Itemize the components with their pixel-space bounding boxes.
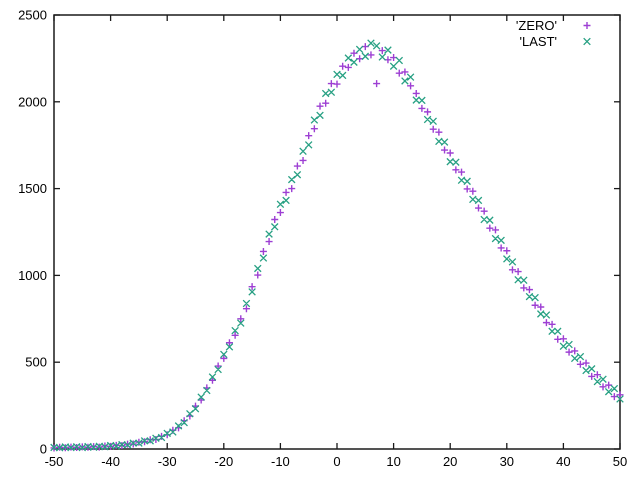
x-tick-label: -40 [101, 454, 120, 469]
y-tick-label: 1500 [18, 181, 47, 196]
x-tick-label: -20 [214, 454, 233, 469]
x-tick-label: -10 [271, 454, 290, 469]
y-tick-label: 1000 [18, 268, 47, 283]
y-tick-label: 500 [25, 355, 47, 370]
x-axis-ticks: -50 -40 -30 -20 -10 0 10 20 30 40 50 [45, 15, 627, 469]
y-tick-label: 2000 [18, 94, 47, 109]
legend: 'ZERO' 'LAST' [516, 18, 591, 49]
legend-label-zero: 'ZERO' [516, 18, 557, 33]
legend-marker-plus-icon [583, 22, 591, 29]
series-markers [50, 39, 624, 452]
legend-marker-cross-icon [583, 37, 591, 46]
x-tick-label: 30 [500, 454, 514, 469]
legend-label-last: 'LAST' [520, 34, 557, 49]
y-tick-label: 0 [40, 442, 47, 457]
x-tick-label: 0 [333, 454, 340, 469]
x-tick-label: 20 [443, 454, 457, 469]
x-tick-label: 10 [386, 454, 400, 469]
x-tick-label: -50 [45, 454, 64, 469]
x-tick-label: 50 [613, 454, 627, 469]
y-axis-ticks: 0 500 1000 1500 2000 2500 [18, 8, 620, 457]
y-tick-label: 2500 [18, 8, 47, 23]
x-tick-label: 40 [556, 454, 570, 469]
x-tick-label: -30 [158, 454, 177, 469]
series-last-points [50, 39, 624, 452]
